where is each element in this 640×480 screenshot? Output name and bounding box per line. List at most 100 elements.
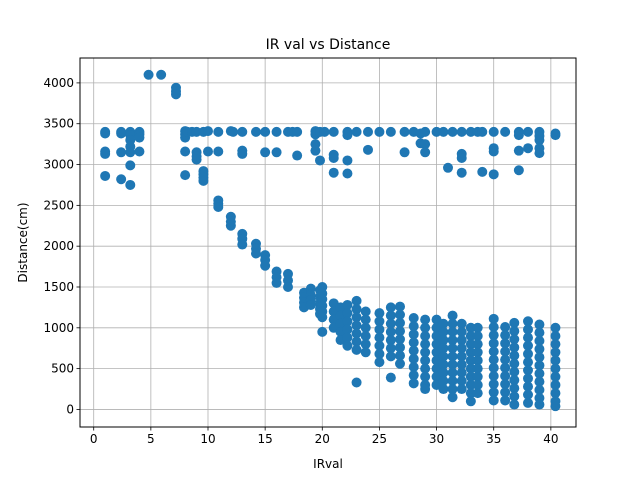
data-point xyxy=(472,355,483,366)
data-point xyxy=(488,379,499,390)
data-point xyxy=(472,388,483,399)
data-point xyxy=(509,383,520,394)
data-point xyxy=(420,384,431,395)
data-point xyxy=(385,351,396,362)
data-point xyxy=(447,384,458,395)
data-point xyxy=(550,401,561,412)
x-axis-label: IRval xyxy=(313,457,343,471)
data-point xyxy=(125,147,136,158)
data-point xyxy=(509,366,520,377)
data-point xyxy=(420,347,431,358)
data-point xyxy=(374,332,385,343)
data-point xyxy=(213,201,224,212)
data-point xyxy=(447,318,458,329)
x-tick-label: 10 xyxy=(200,432,215,446)
data-point xyxy=(534,376,545,387)
data-point xyxy=(447,126,458,137)
data-point xyxy=(237,148,248,159)
data-point xyxy=(534,360,545,371)
data-point xyxy=(500,126,511,137)
data-point xyxy=(116,174,127,185)
data-point xyxy=(456,335,467,346)
data-point xyxy=(447,392,458,403)
data-point xyxy=(319,126,330,137)
data-point xyxy=(328,126,339,137)
data-point xyxy=(509,342,520,353)
y-tick-label: 3500 xyxy=(43,117,74,131)
data-point xyxy=(488,146,499,157)
data-point xyxy=(351,377,362,388)
data-point xyxy=(156,69,167,80)
data-point xyxy=(420,339,431,350)
data-point xyxy=(180,170,191,181)
data-point xyxy=(513,165,524,176)
data-point xyxy=(438,318,449,329)
data-point xyxy=(447,367,458,378)
data-point xyxy=(385,335,396,346)
data-point xyxy=(438,351,449,362)
y-tick-label: 2500 xyxy=(43,198,74,212)
data-point xyxy=(456,126,467,137)
data-point xyxy=(523,373,533,384)
data-point xyxy=(488,387,499,398)
chart-title: IR val vs Distance xyxy=(266,37,391,53)
data-point xyxy=(363,126,373,137)
data-point xyxy=(134,132,145,143)
data-point xyxy=(509,350,520,361)
data-point xyxy=(374,340,385,351)
data-point xyxy=(500,370,511,381)
data-point xyxy=(465,126,476,137)
data-point xyxy=(213,146,224,157)
data-point xyxy=(408,378,419,389)
data-point xyxy=(395,317,405,328)
data-point xyxy=(488,354,499,365)
data-point xyxy=(500,330,511,341)
y-tick-label: 0 xyxy=(66,402,74,416)
data-point xyxy=(395,358,405,369)
data-point xyxy=(456,384,467,395)
data-point xyxy=(203,126,213,137)
x-tick-label: 25 xyxy=(372,432,387,446)
data-point xyxy=(472,379,483,390)
data-point xyxy=(523,143,533,154)
data-point xyxy=(456,167,467,178)
data-point xyxy=(438,126,449,137)
data-point xyxy=(465,388,476,399)
data-point xyxy=(472,330,483,341)
data-point xyxy=(420,371,431,382)
data-point xyxy=(513,145,524,156)
data-point xyxy=(116,128,127,139)
data-point xyxy=(360,314,371,325)
x-tick-label: 30 xyxy=(429,432,444,446)
data-point xyxy=(438,367,449,378)
data-point xyxy=(143,69,154,80)
data-point xyxy=(251,126,261,137)
data-point xyxy=(456,326,467,337)
data-point xyxy=(351,312,362,323)
data-point xyxy=(500,362,511,373)
data-point xyxy=(523,340,533,351)
data-point xyxy=(408,353,419,364)
data-point xyxy=(395,326,405,337)
data-point xyxy=(438,384,449,395)
data-point xyxy=(310,145,321,156)
data-point xyxy=(351,336,362,347)
data-point xyxy=(395,342,405,353)
data-point xyxy=(477,126,488,137)
data-point xyxy=(385,326,396,337)
data-point xyxy=(360,306,371,317)
data-point xyxy=(420,314,431,325)
data-point xyxy=(385,318,396,329)
data-point xyxy=(438,359,449,370)
data-point xyxy=(509,358,520,369)
data-point xyxy=(385,126,396,137)
data-point xyxy=(420,139,431,150)
data-point xyxy=(408,329,419,340)
data-point xyxy=(420,363,431,374)
plot-area xyxy=(80,58,576,427)
data-point xyxy=(399,126,410,137)
data-point xyxy=(472,339,483,350)
data-point xyxy=(534,135,545,146)
data-point xyxy=(488,330,499,341)
data-point xyxy=(465,322,476,333)
